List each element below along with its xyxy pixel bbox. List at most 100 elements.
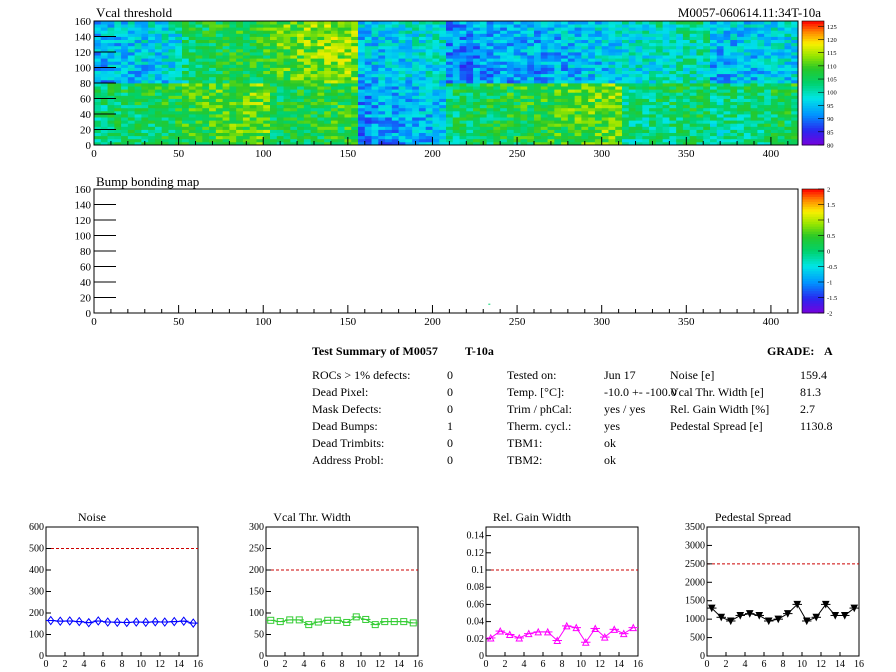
heatmap-cell xyxy=(276,79,284,84)
heatmap-cell xyxy=(723,42,731,47)
heatmap-cell xyxy=(141,95,149,99)
heatmap-cell xyxy=(405,36,413,40)
heatmap-cell xyxy=(527,92,535,96)
heatmap-cell xyxy=(215,70,224,75)
heatmap-cell xyxy=(540,45,548,50)
heatmap-cell xyxy=(703,70,711,75)
heatmap-cell xyxy=(574,114,582,118)
heatmap-cell xyxy=(303,24,312,28)
heatmap-cell xyxy=(100,135,108,140)
heatmap-cell xyxy=(249,70,257,75)
heatmap-cell xyxy=(297,117,305,121)
heatmap-cell xyxy=(412,39,420,44)
heatmap-cell xyxy=(561,36,569,40)
heatmap-cell xyxy=(784,126,792,130)
heatmap-cell xyxy=(283,138,291,143)
heatmap-cell xyxy=(459,138,467,143)
heatmap-cell xyxy=(242,120,251,124)
heatmap-cell xyxy=(371,33,379,37)
heatmap-cell xyxy=(459,86,467,90)
heatmap-cell xyxy=(161,132,169,137)
heatmap-cell xyxy=(114,117,122,121)
heatmap-cell xyxy=(391,58,400,62)
heatmap-cell xyxy=(716,27,724,31)
heatmap-cell xyxy=(330,30,339,34)
heatmap-cell xyxy=(121,104,129,109)
heatmap-cell xyxy=(784,52,792,56)
heatmap-cell xyxy=(534,48,542,53)
heatmap-cell xyxy=(154,126,163,130)
heatmap-cell xyxy=(351,83,359,87)
heatmap-cell xyxy=(121,95,129,99)
heatmap-cell xyxy=(391,45,400,50)
heatmap-cell xyxy=(622,126,630,130)
heatmap-cell xyxy=(385,83,393,87)
heatmap-cell xyxy=(561,120,569,124)
heatmap-cell xyxy=(391,55,400,59)
heatmap-cell xyxy=(364,52,372,56)
heatmap-cell xyxy=(459,30,467,34)
heatmap-cell xyxy=(439,95,447,99)
heatmap-cell xyxy=(764,104,772,109)
heatmap-cell xyxy=(425,141,433,146)
heatmap-cell xyxy=(500,98,508,102)
heatmap-cell xyxy=(635,89,643,93)
heatmap-cell xyxy=(242,138,251,143)
heatmap-cell xyxy=(452,89,460,93)
heatmap-cell xyxy=(175,110,183,115)
heatmap-cell xyxy=(209,129,217,133)
heatmap-cell xyxy=(378,76,386,81)
heatmap-cell xyxy=(493,101,501,106)
heatmap-cell xyxy=(202,83,210,87)
heatmap-cell xyxy=(540,126,548,130)
heatmap-cell xyxy=(283,33,291,37)
heatmap-cell xyxy=(405,64,413,68)
data-point xyxy=(591,624,600,632)
heatmap-cell xyxy=(567,135,576,140)
heatmap-cell xyxy=(114,114,122,118)
heatmap-cell xyxy=(777,36,785,40)
heatmap-cell xyxy=(310,27,318,31)
heatmap-cell xyxy=(425,76,433,81)
heatmap-cell xyxy=(710,126,718,130)
heatmap-cell xyxy=(121,138,129,143)
heatmap-cell xyxy=(107,123,115,127)
heatmap-cell xyxy=(608,61,616,65)
heatmap-cell xyxy=(378,138,386,143)
heatmap-cell xyxy=(378,98,386,102)
heatmap-cell xyxy=(696,107,704,112)
heatmap-cell xyxy=(581,126,589,130)
heatmap-cell xyxy=(574,83,582,87)
data-point xyxy=(802,617,811,626)
heatmap-cell xyxy=(358,67,366,71)
heatmap-cell xyxy=(412,114,420,118)
heatmap-cell xyxy=(466,39,474,44)
heatmap-cell xyxy=(770,86,779,90)
heatmap-cell xyxy=(622,52,630,56)
heatmap-cell xyxy=(628,114,636,118)
heatmap-cell xyxy=(561,48,569,53)
heatmap-cell xyxy=(378,120,386,124)
heatmap-cell xyxy=(452,48,460,53)
heatmap-cell xyxy=(628,30,636,34)
heatmap-cell xyxy=(567,117,576,121)
heatmap-cell xyxy=(750,55,758,59)
heatmap-cell xyxy=(581,33,589,37)
heatmap-cell xyxy=(682,67,691,71)
heatmap-cell xyxy=(513,61,521,65)
heatmap-cell xyxy=(317,39,325,44)
heatmap-cell xyxy=(209,104,217,109)
heatmap-cell xyxy=(134,39,142,44)
heatmap-cell xyxy=(202,73,210,78)
heatmap-cell xyxy=(127,129,136,133)
heatmap-cell xyxy=(337,52,345,56)
heatmap-cell xyxy=(229,104,237,109)
heatmap-cell xyxy=(581,61,589,65)
heatmap-cell xyxy=(215,135,224,140)
heatmap-cell xyxy=(730,45,738,50)
heatmap-cell xyxy=(114,76,122,81)
heatmap-cell xyxy=(750,138,758,143)
heatmap-cell xyxy=(730,89,738,93)
heatmap-cell xyxy=(175,126,183,130)
heatmap-cell xyxy=(209,33,217,37)
